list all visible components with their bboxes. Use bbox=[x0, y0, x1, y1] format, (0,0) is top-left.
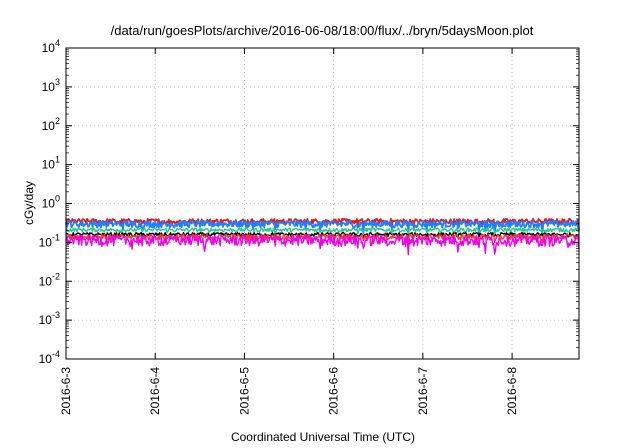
y-tick-label: 103 bbox=[42, 77, 60, 94]
x-tick-label: 2016-6-4 bbox=[148, 367, 162, 415]
y-tick-label: 10-4 bbox=[39, 349, 60, 366]
x-tick-label: 2016-6-8 bbox=[505, 367, 519, 415]
plot-area bbox=[65, 217, 580, 256]
y-axis: 10-4 10-3 10-2 10-1 100 101 102 103 104 bbox=[39, 38, 579, 366]
y-tick-label: 101 bbox=[42, 155, 60, 172]
series-line bbox=[65, 234, 580, 256]
chart-title: /data/run/goesPlots/archive/2016-06-08/1… bbox=[111, 23, 534, 38]
y-tick-label: 100 bbox=[42, 194, 60, 211]
x-tick-label: 2016-6-3 bbox=[59, 367, 73, 415]
series-line bbox=[65, 227, 580, 236]
y-tick-label: 104 bbox=[42, 38, 60, 55]
y-tick-label: 102 bbox=[42, 116, 60, 133]
x-tick-label: 2016-6-7 bbox=[416, 367, 430, 415]
series-line bbox=[65, 217, 580, 231]
x-tick-label: 2016-6-5 bbox=[237, 367, 251, 415]
y-axis-label: cGy/day bbox=[22, 181, 36, 225]
series-line bbox=[65, 219, 580, 235]
x-tick-label: 2016-6-6 bbox=[327, 367, 341, 415]
x-axis: 2016-6-3 2016-6-4 2016-6-5 2016-6-6 2016-6-7… bbox=[59, 48, 519, 415]
series-line bbox=[65, 233, 580, 243]
y-tick-label: 10-1 bbox=[39, 232, 60, 249]
grid bbox=[66, 48, 579, 359]
y-tick-label: 10-2 bbox=[39, 271, 60, 288]
y-tick-label: 10-3 bbox=[39, 310, 60, 327]
x-axis-label: Coordinated Universal Time (UTC) bbox=[231, 430, 415, 444]
